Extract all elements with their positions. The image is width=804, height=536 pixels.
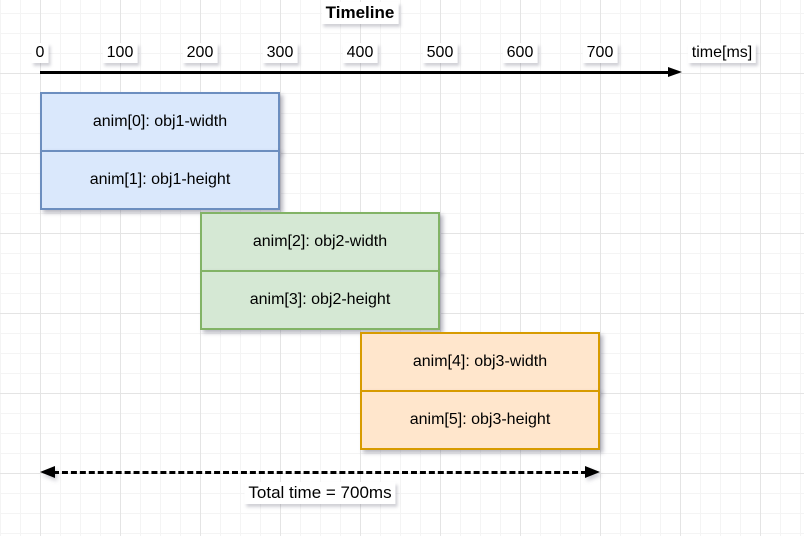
bar-label: anim[4]: obj3-width (412, 353, 548, 370)
axis-line (40, 71, 670, 74)
diagram-title: Timeline (321, 2, 399, 24)
timeline-bar-anim3: anim[3]: obj2-height (200, 270, 440, 330)
axis-tick-500: 500 (422, 43, 458, 63)
axis-tick-700: 700 (582, 43, 618, 63)
axis-tick-100: 100 (102, 43, 138, 63)
axis-arrowhead-icon (668, 67, 682, 77)
bar-label: anim[2]: obj2-width (252, 233, 388, 250)
timeline-bar-anim5: anim[5]: obj3-height (360, 390, 600, 450)
bar-label: anim[0]: obj1-width (92, 113, 228, 130)
axis-tick-0: 0 (31, 43, 49, 63)
dashed-line (53, 471, 587, 474)
bar-label: anim[3]: obj2-height (249, 291, 391, 308)
total-time-label: Total time = 700ms (244, 482, 396, 504)
timeline-bar-anim0: anim[0]: obj1-width (40, 92, 280, 152)
timeline-bar-anim2: anim[2]: obj2-width (200, 212, 440, 272)
timeline-bar-anim1: anim[1]: obj1-height (40, 150, 280, 210)
bar-label: anim[5]: obj3-height (409, 411, 551, 428)
axis-unit-label: time[ms] (687, 43, 757, 63)
arrow-left-icon (40, 466, 55, 478)
axis-tick-600: 600 (502, 43, 538, 63)
arrow-right-icon (585, 466, 600, 478)
timeline-bar-anim4: anim[4]: obj3-width (360, 332, 600, 392)
axis-tick-200: 200 (182, 43, 218, 63)
axis-tick-400: 400 (342, 43, 378, 63)
bar-label: anim[1]: obj1-height (89, 171, 231, 188)
axis-tick-300: 300 (262, 43, 298, 63)
